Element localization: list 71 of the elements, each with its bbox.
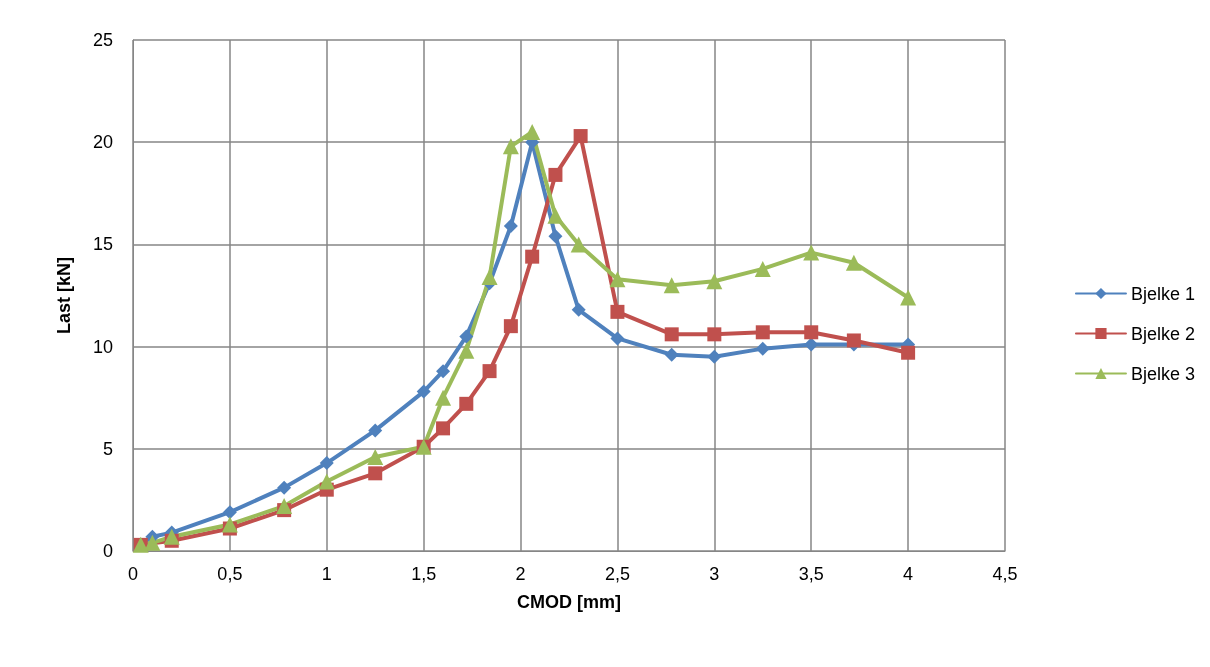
point xyxy=(503,319,518,334)
y-axis-title: Last [kN] xyxy=(54,256,74,335)
point xyxy=(755,341,770,356)
x-axis-title: CMOD [mm] xyxy=(517,592,621,612)
point xyxy=(277,480,292,495)
point xyxy=(524,123,541,140)
y-tick-label: 15 xyxy=(92,234,113,255)
point xyxy=(570,236,587,253)
point xyxy=(416,384,431,399)
y-tick-label: 20 xyxy=(92,132,113,153)
x-tick-label: 3,5 xyxy=(798,564,824,584)
x-tick-label: 1,5 xyxy=(411,564,437,584)
point xyxy=(664,347,679,362)
point xyxy=(525,249,540,264)
x-tick-label: 3 xyxy=(709,564,720,584)
legend-label: Bjelke 2 xyxy=(1130,323,1196,344)
point xyxy=(846,333,861,348)
point xyxy=(573,129,588,144)
point xyxy=(548,229,563,244)
point xyxy=(706,273,723,290)
point xyxy=(221,516,238,533)
point xyxy=(367,448,384,465)
x-tick-label: 2,5 xyxy=(604,564,630,584)
point xyxy=(754,260,771,277)
point xyxy=(803,244,820,261)
point xyxy=(901,345,916,360)
point xyxy=(144,534,161,551)
point xyxy=(319,456,334,471)
point xyxy=(664,327,679,342)
point xyxy=(755,325,770,340)
legend-label: Bjelke 3 xyxy=(1130,363,1196,384)
point xyxy=(707,349,722,364)
point xyxy=(276,498,293,515)
point xyxy=(804,325,819,340)
point xyxy=(609,271,626,288)
point xyxy=(610,331,625,346)
point xyxy=(547,207,564,224)
y-tick-label: 10 xyxy=(92,336,113,357)
y-tick-label: 5 xyxy=(102,438,113,459)
x-tick-label: 0 xyxy=(127,564,139,584)
point xyxy=(502,138,519,155)
point xyxy=(459,396,474,411)
point xyxy=(459,329,474,344)
point xyxy=(222,505,237,520)
x-tick-label: 4 xyxy=(903,564,914,584)
y-tick-label: 0 xyxy=(102,541,113,561)
x-tick-label: 1 xyxy=(321,564,332,584)
point xyxy=(481,269,498,286)
point xyxy=(804,337,819,352)
point xyxy=(503,219,518,233)
point xyxy=(548,167,563,182)
x-tick-label: 0,5 xyxy=(217,564,243,584)
x-tick-label: 4,5 xyxy=(992,564,1018,584)
point xyxy=(318,473,335,490)
point xyxy=(163,528,180,545)
point xyxy=(900,289,917,306)
point xyxy=(436,364,451,379)
point xyxy=(663,277,680,294)
point xyxy=(610,304,625,319)
point xyxy=(458,342,475,359)
point xyxy=(436,421,451,436)
point xyxy=(435,389,452,406)
point xyxy=(368,466,383,481)
point xyxy=(845,254,862,271)
point xyxy=(368,423,383,438)
y-tick-label: 25 xyxy=(92,30,113,50)
x-tick-label: 2 xyxy=(515,564,526,584)
point xyxy=(482,364,497,379)
point xyxy=(571,302,586,317)
legend-label: Bjelke 1 xyxy=(1130,283,1196,304)
point xyxy=(707,327,722,342)
